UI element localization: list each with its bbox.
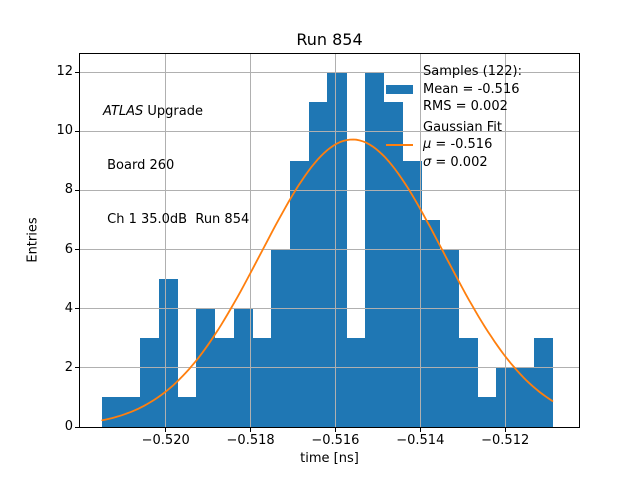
histogram-bar <box>458 338 478 427</box>
histogram-bar <box>496 367 516 427</box>
x-tick-mark <box>250 428 252 432</box>
chart-title: Run 854 <box>296 30 363 49</box>
x-tick-mark <box>419 428 421 432</box>
annotation-line-1: ATLAS Upgrade <box>103 103 249 121</box>
x-tick-label: −0.514 <box>396 433 445 448</box>
y-tick-mark <box>75 367 79 369</box>
gridline-horizontal <box>80 249 579 250</box>
histogram-bar <box>252 338 272 427</box>
y-tick-mark <box>75 426 79 428</box>
legend-histogram-swatch <box>386 84 413 94</box>
histogram-bar <box>158 279 178 427</box>
legend-rms-label: RMS = 0.002 <box>423 99 508 115</box>
histogram-bar <box>214 338 235 427</box>
mu-value: = -0.516 <box>431 137 493 153</box>
gridline-horizontal <box>80 189 579 191</box>
y-tick-mark <box>75 308 79 310</box>
gridline-horizontal <box>80 308 579 310</box>
experiment-suffix: Upgrade <box>143 104 203 119</box>
y-tick-label: 0 <box>64 419 73 434</box>
legend-fit-line-swatch <box>386 143 413 146</box>
legend-sigma-row: σ = 0.002 <box>386 154 522 172</box>
x-tick-label: −0.520 <box>141 433 190 448</box>
sigma-value: = 0.002 <box>431 154 488 170</box>
x-tick-mark <box>334 428 336 432</box>
board-label: Board 260 <box>103 158 175 173</box>
histogram-bar <box>271 249 291 427</box>
gridline-vertical <box>334 54 336 427</box>
y-tick-mark <box>75 130 79 132</box>
y-tick-label: 10 <box>56 123 73 139</box>
x-tick-mark <box>165 428 167 432</box>
legend-rms-row: RMS = 0.002 <box>386 98 522 116</box>
histogram-bar <box>346 338 366 427</box>
x-tick-label: −0.512 <box>481 433 530 448</box>
y-tick-mark <box>75 71 79 73</box>
x-tick-mark <box>504 428 506 432</box>
histogram-bar <box>177 397 197 427</box>
x-tick-label: −0.518 <box>226 433 275 448</box>
sigma-symbol: σ <box>423 154 432 170</box>
y-tick-mark <box>75 189 79 191</box>
legend: Samples (122): Mean = -0.516 RMS = 0.002… <box>386 63 522 171</box>
histogram-bar <box>383 101 403 427</box>
legend-mu-row: μ = -0.516 <box>386 136 522 154</box>
histogram-color-patch <box>386 84 413 94</box>
gridline-vertical <box>165 54 167 427</box>
info-annotation: ATLAS Upgrade Board 260 Ch 1 35.0dB Run … <box>103 67 249 265</box>
legend-sigma-label: σ = 0.002 <box>423 155 488 170</box>
x-tick-label: −0.516 <box>311 433 360 448</box>
legend-samples-header-row: Samples (122): <box>386 63 522 81</box>
y-tick-label: 6 <box>64 241 73 257</box>
gridlines-layer <box>80 54 579 427</box>
gridline-horizontal <box>80 130 579 132</box>
gridline-horizontal <box>80 367 579 369</box>
y-tick-label: 4 <box>64 300 73 316</box>
histogram-bar <box>533 338 553 427</box>
gridline-vertical <box>419 54 421 427</box>
histogram-bar <box>477 397 497 427</box>
experiment-name: ATLAS <box>103 104 144 119</box>
legend-mean-label: Mean = -0.516 <box>423 81 520 97</box>
legend-fit-header: Gaussian Fit <box>423 119 503 135</box>
histogram-bar <box>402 160 422 427</box>
histogram-bar <box>289 160 310 427</box>
gridline-vertical <box>504 54 506 427</box>
fit-line-sample <box>386 143 413 146</box>
plot-area: ATLAS Upgrade Board 260 Ch 1 35.0dB Run … <box>79 53 580 428</box>
legend-samples-header: Samples (122): <box>423 64 522 80</box>
y-tick-label: 8 <box>64 182 73 198</box>
histogram-bars-layer <box>80 54 579 427</box>
x-axis-label: time [ns] <box>300 451 359 466</box>
legend-mu-label: μ = -0.516 <box>423 137 492 152</box>
y-tick-label: 12 <box>56 64 73 79</box>
histogram-bar <box>308 101 328 427</box>
histogram-bar <box>439 249 460 427</box>
gridline-vertical <box>250 54 252 427</box>
legend-fit-header-row: Gaussian Fit <box>386 119 522 137</box>
y-tick-mark <box>75 249 79 250</box>
channel-run-label: Ch 1 35.0dB Run 854 <box>103 212 250 227</box>
y-tick-label: 2 <box>64 359 73 375</box>
histogram-bar <box>421 219 441 427</box>
gaussian-fit-curve <box>101 138 554 422</box>
legend-mean-row: Mean = -0.516 <box>386 81 522 99</box>
mu-symbol: μ <box>423 137 432 153</box>
gridline-horizontal <box>80 71 579 73</box>
